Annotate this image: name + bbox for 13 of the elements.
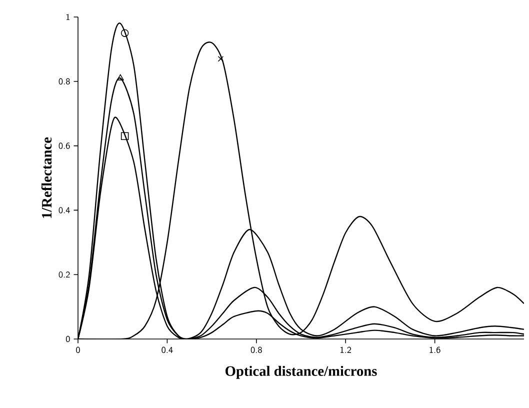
y-tick-label: 0	[66, 336, 70, 342]
x-tick-label: 0.4	[162, 346, 173, 354]
x-tick-label: 1.2	[340, 346, 352, 353]
x-axis-title: Optical distance/microns	[226, 366, 377, 379]
x-tick-label: 1.6	[430, 346, 440, 354]
y-tick-label: 0.8	[58, 78, 70, 85]
y-axis-title: 1/Reflectance	[41, 137, 52, 218]
y-tick-label: 0.6	[58, 142, 70, 149]
y-tick-label: 0.4	[58, 207, 70, 214]
x-tick-label: 0	[76, 346, 80, 354]
y-tick-label: 1	[66, 14, 70, 20]
x-tick-label: 0.8	[250, 346, 262, 354]
y-tick-label: 0.2	[58, 271, 70, 278]
